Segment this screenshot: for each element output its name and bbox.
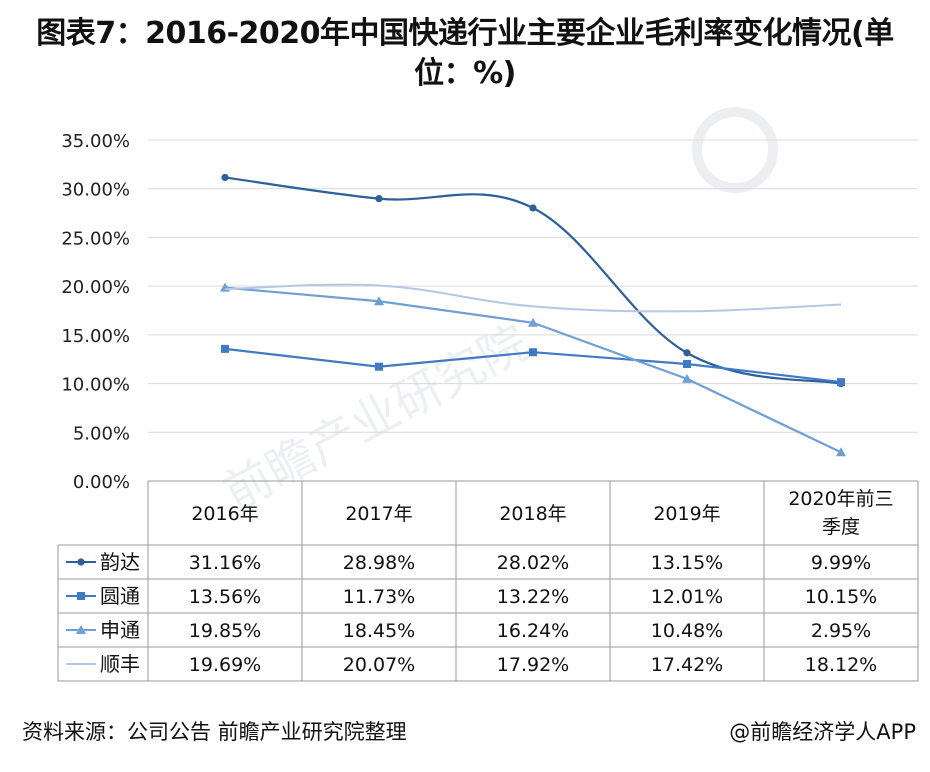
series-1-point xyxy=(529,204,537,212)
y-tick-label: 10.00% xyxy=(61,375,130,396)
x-category-label: 2020年前三 xyxy=(788,488,893,510)
table-cell-value: 18.45% xyxy=(343,620,415,642)
table-cell-value: 17.92% xyxy=(497,654,569,676)
table-cell-value: 13.22% xyxy=(497,586,569,608)
y-tick-label: 5.00% xyxy=(73,423,130,444)
table-cell-value: 13.15% xyxy=(651,552,723,574)
series-1-point xyxy=(683,349,691,357)
legend-label: 韵达 xyxy=(100,550,140,574)
table-cell-value: 13.56% xyxy=(189,586,261,608)
legend-label: 顺丰 xyxy=(100,652,140,676)
watermark-logo-icon xyxy=(692,107,778,193)
y-tick-label: 25.00% xyxy=(61,228,130,249)
source-note: 资料来源：公司公告 前瞻产业研究院整理 xyxy=(22,720,407,744)
table-cell-value: 17.42% xyxy=(651,654,723,676)
series-1-point xyxy=(221,173,229,182)
table-cell-value: 19.69% xyxy=(189,654,261,676)
series-2-point xyxy=(375,362,383,371)
table-cell-value: 18.12% xyxy=(805,654,877,676)
table-cell-value: 28.02% xyxy=(497,552,569,574)
table-cell-value: 2.95% xyxy=(811,620,871,642)
y-tick-label: 20.00% xyxy=(61,277,130,298)
chart-title: 图表7：2016-2020年中国快递行业主要企业毛利率变化情况(单位：%) xyxy=(36,16,894,91)
series-2-point xyxy=(221,344,229,353)
x-category-label: 2019年 xyxy=(653,503,720,525)
credit-text: @前瞻经济学人APP xyxy=(729,720,916,744)
series-2-point xyxy=(837,378,845,387)
table-cell-value: 10.48% xyxy=(651,620,723,642)
table-cell-value: 16.24% xyxy=(497,620,569,642)
table-cell-value: 12.01% xyxy=(651,586,723,608)
table-cell-value: 19.85% xyxy=(189,620,261,642)
y-tick-label: 15.00% xyxy=(61,326,130,347)
legend-label: 申通 xyxy=(100,618,140,642)
series-3-point xyxy=(528,317,538,327)
legend-marker xyxy=(77,558,85,566)
legend-marker xyxy=(76,625,86,634)
series-2-point xyxy=(683,359,691,368)
watermark-text: 前瞻产业研究院 xyxy=(214,314,537,521)
legend-marker xyxy=(77,592,85,600)
x-category-label: 2017年 xyxy=(345,503,412,525)
series-3-point xyxy=(682,373,692,383)
x-category-label: 2018年 xyxy=(499,503,566,525)
table-cell-value: 31.16% xyxy=(189,552,261,574)
table-cell-value: 9.99% xyxy=(811,552,871,574)
x-category-label: 2016年 xyxy=(191,503,258,525)
y-tick-label: 30.00% xyxy=(61,180,130,201)
series-3-point xyxy=(374,296,384,306)
table-cell-value: 28.98% xyxy=(343,552,415,574)
series-2-point xyxy=(529,348,537,357)
y-tick-label: 0.00% xyxy=(73,472,130,493)
series-1-point xyxy=(375,195,383,203)
series-line-4 xyxy=(224,283,842,313)
x-category-label: 季度 xyxy=(822,516,860,538)
table-cell-value: 10.15% xyxy=(805,586,877,608)
y-tick-label: 35.00% xyxy=(61,131,130,152)
series-3-point xyxy=(836,447,846,457)
table-cell-value: 11.73% xyxy=(343,586,415,608)
legend-label: 圆通 xyxy=(100,584,140,608)
watermark: 前瞻产业研究院 xyxy=(214,314,537,521)
table-cell-value: 20.07% xyxy=(343,654,415,676)
